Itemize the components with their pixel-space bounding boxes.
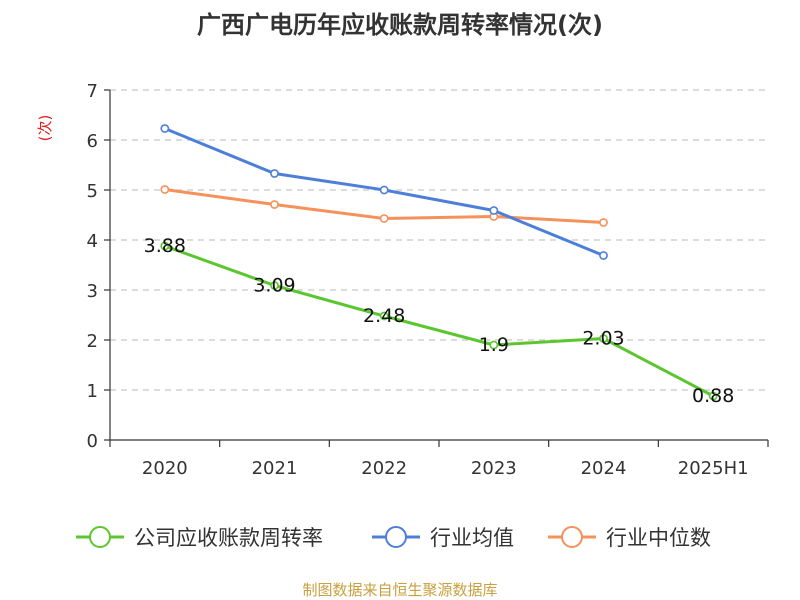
y-tick-label: 6 [87, 131, 98, 152]
data-point [160, 124, 170, 133]
data-label: 1.9 [479, 334, 509, 356]
series-line [164, 244, 714, 398]
data-point [270, 281, 279, 290]
data-label: 2.48 [363, 305, 405, 327]
x-tick-labels: 2020 2021 2022 2023 2024 2025H1 [142, 458, 749, 479]
y-tick-label: 1 [87, 381, 98, 402]
data-point [270, 200, 279, 209]
data-point [379, 311, 389, 321]
y-tick-label: 2 [87, 331, 98, 352]
grid-lines [110, 89, 768, 391]
y-tick-label: 4 [87, 231, 98, 252]
y-tick-label: 0 [87, 431, 98, 452]
data-point [599, 218, 608, 227]
data-point [599, 251, 608, 260]
y-tick-labels: 0 1 2 3 4 5 6 7 [87, 81, 98, 452]
data-label: 0.88 [692, 385, 734, 407]
legend-label: 行业中位数 [606, 526, 711, 550]
data-label: 3.88 [144, 235, 186, 257]
data-point [708, 391, 718, 401]
data-point [379, 185, 389, 195]
y-tick-label: 3 [87, 281, 98, 302]
data-point [160, 185, 170, 194]
data-label: 2.03 [582, 328, 624, 350]
x-tick-label: 2024 [581, 458, 627, 479]
data-point [270, 169, 279, 178]
y-tick-label: 5 [87, 181, 98, 202]
data-point [379, 214, 389, 223]
source-note: 制图数据来自恒生聚源数据库 [302, 581, 497, 599]
y-tick-label: 7 [87, 81, 98, 102]
x-tick-label: 2025H1 [678, 458, 749, 479]
data-point [160, 241, 170, 251]
chart-title: 广西广电历年应收账款周转率情况(次) [197, 11, 603, 39]
legend-label: 公司应收账款周转率 [134, 526, 323, 550]
legend-marker [89, 526, 111, 548]
series-group: 3.88 3.09 2.48 1.9 2.03 0.88 [144, 124, 734, 407]
x-tick-label: 2021 [252, 458, 298, 479]
data-point [489, 206, 499, 215]
data-label: 3.09 [253, 275, 295, 297]
y-axis-label: (次) [36, 115, 54, 142]
data-point [599, 334, 608, 343]
x-tick-label: 2022 [361, 458, 407, 479]
x-tick-label: 2020 [142, 458, 188, 479]
legend-marker [561, 526, 583, 548]
legend-label: 行业均值 [430, 526, 514, 550]
data-point [489, 340, 499, 350]
x-tick-label: 2023 [471, 458, 517, 479]
legend-marker [385, 526, 407, 548]
legend: 公司应收账款周转率 行业均值 行业中位数 [76, 526, 711, 550]
axes [104, 89, 769, 447]
